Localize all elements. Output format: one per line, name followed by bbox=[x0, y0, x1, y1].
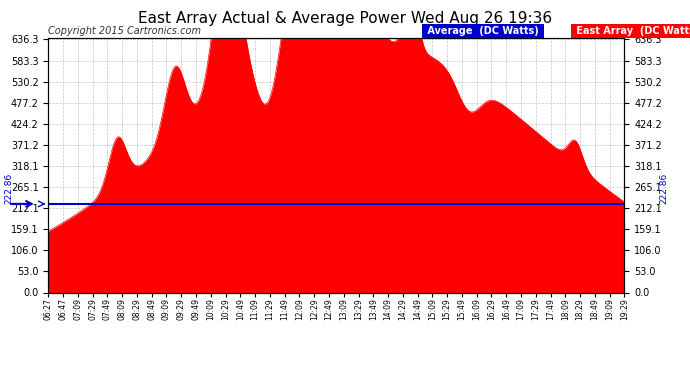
Text: 222.86: 222.86 bbox=[659, 172, 668, 204]
Text: East Array Actual & Average Power Wed Aug 26 19:36: East Array Actual & Average Power Wed Au… bbox=[138, 11, 552, 26]
Text: East Array  (DC Watts): East Array (DC Watts) bbox=[573, 26, 690, 36]
Text: Copyright 2015 Cartronics.com: Copyright 2015 Cartronics.com bbox=[48, 26, 201, 36]
Text: Average  (DC Watts): Average (DC Watts) bbox=[424, 26, 542, 36]
Text: 222.86: 222.86 bbox=[5, 172, 14, 204]
